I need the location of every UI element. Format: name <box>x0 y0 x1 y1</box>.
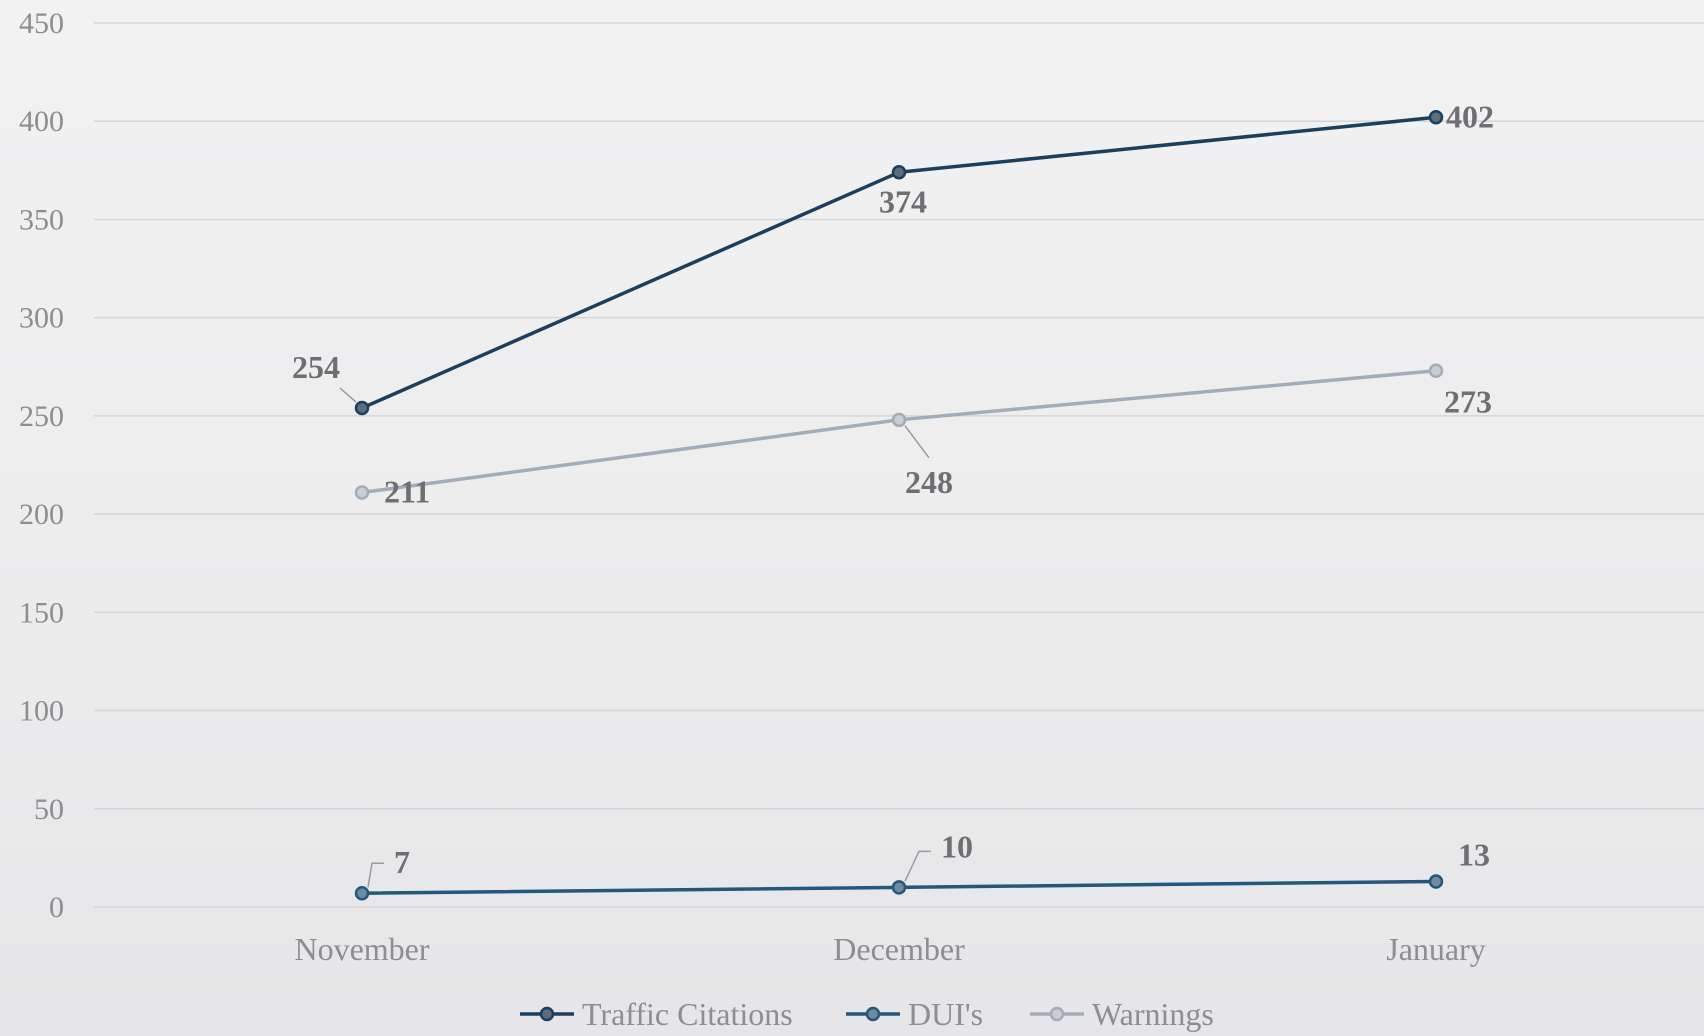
legend-marker-icon <box>1049 1006 1065 1022</box>
gridlines <box>94 22 1704 908</box>
y-axis: 0 50 100 150 200 250 300 350 400 450 <box>19 7 64 924</box>
data-point-marker <box>354 885 370 901</box>
data-label-leader <box>904 850 931 882</box>
data-label: 402 <box>1446 98 1494 134</box>
data-label: 273 <box>1444 384 1492 420</box>
y-tick-label: 150 <box>19 596 64 629</box>
data-label: 374 <box>879 183 927 219</box>
y-tick-label: 250 <box>19 400 64 433</box>
legend: Traffic Citations DUI's Warnings <box>520 996 1214 1032</box>
series-line <box>361 368 1437 495</box>
y-tick-label: 0 <box>49 891 64 924</box>
y-tick-label: 200 <box>19 498 64 531</box>
data-point-marker <box>1428 363 1444 378</box>
data-label: 248 <box>905 464 953 500</box>
data-label: 10 <box>941 828 973 864</box>
y-tick-label: 300 <box>19 302 64 335</box>
data-point-marker <box>891 165 907 180</box>
x-tick-label: November <box>294 931 429 967</box>
data-label-leader <box>904 425 930 459</box>
data-labels: 254 374 402 7 10 13 211 248 273 <box>292 98 1494 888</box>
y-tick-label: 450 <box>19 7 64 40</box>
x-axis: November December January <box>294 931 1485 967</box>
data-point-marker <box>891 412 907 428</box>
data-point-marker <box>891 880 907 895</box>
y-tick-label: 350 <box>19 203 64 236</box>
legend-entry-label: Warnings <box>1092 996 1214 1032</box>
y-tick-label: 400 <box>19 105 64 138</box>
series-group <box>354 110 1444 901</box>
data-label: 211 <box>384 474 430 510</box>
data-label-leader <box>367 862 384 888</box>
legend-entry-label: Traffic Citations <box>582 996 793 1032</box>
data-label: 13 <box>1458 836 1490 872</box>
x-tick-label: December <box>833 931 965 967</box>
data-label: 7 <box>394 844 410 880</box>
series-line <box>361 115 1437 410</box>
data-label: 254 <box>292 349 340 385</box>
legend-marker-icon <box>865 1006 881 1022</box>
data-point-marker <box>1428 110 1444 125</box>
y-tick-label: 50 <box>34 793 64 826</box>
data-point-marker <box>1428 874 1444 889</box>
legend-entry-label: DUI's <box>908 996 983 1032</box>
legend-marker-icon <box>539 1006 555 1022</box>
data-label-leader <box>339 387 357 403</box>
x-tick-label: January <box>1386 931 1486 967</box>
data-point-marker <box>354 400 370 416</box>
y-tick-label: 100 <box>19 695 64 728</box>
data-point-marker <box>354 485 370 500</box>
